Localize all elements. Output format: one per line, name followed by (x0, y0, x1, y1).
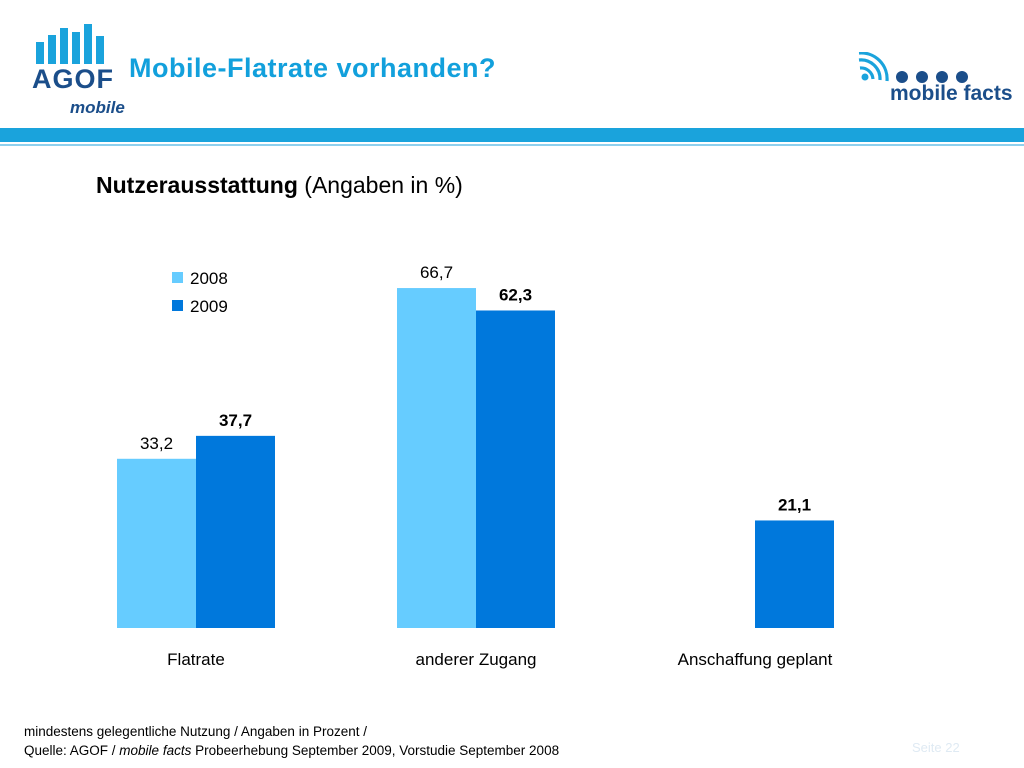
data-label-2009-1: 62,3 (499, 285, 532, 304)
bar-2008-0 (117, 458, 196, 628)
mobile-facts-text: mobile facts (890, 82, 1013, 105)
bar-2009-1 (476, 310, 555, 628)
category-label-2: Anschaffung geplant (678, 650, 833, 669)
legend-label-2008: 2008 (190, 269, 228, 288)
subtitle-bold: Nutzerausstattung (96, 172, 298, 198)
mobile-facts-logo: mobile facts (856, 52, 1016, 108)
data-label-2009-0: 37,7 (219, 411, 252, 430)
category-label-1: anderer Zugang (416, 650, 537, 669)
footer-source-italic: mobile facts (119, 743, 192, 758)
page-number: Seite 22 (912, 740, 960, 755)
bar-2008-1 (397, 288, 476, 628)
page-title: Mobile-Flatrate vorhanden? (129, 53, 497, 83)
legend-swatch-2008 (172, 272, 183, 283)
footer-source-prefix: Quelle: AGOF / (24, 743, 120, 758)
footer-line-1: mindestens gelegentliche Nutzung / Angab… (24, 724, 367, 739)
footer-source-suffix: Probeerhebung September 2009, Vorstudie … (191, 743, 560, 758)
agof-mobile-logo: AGOF mobile (30, 22, 125, 118)
agof-bars-icon (36, 24, 104, 64)
data-label-2009-2: 21,1 (778, 495, 811, 514)
header-rule (0, 128, 1024, 142)
footer-line-2: Quelle: AGOF / mobile facts Probeerhebun… (24, 741, 559, 760)
signal-waves-icon (858, 52, 889, 82)
legend-swatch-2009 (172, 300, 183, 311)
dots-icon (896, 71, 968, 83)
chart-subtitle: Nutzerausstattung (Angaben in %) (96, 172, 463, 199)
agof-logo-word: AGOF (32, 64, 114, 94)
data-label-2008-0: 33,2 (140, 434, 173, 453)
footer-note: mindestens gelegentliche Nutzung / Angab… (24, 722, 559, 760)
subtitle-rest: (Angaben in %) (297, 172, 463, 198)
bar-2009-0 (196, 435, 275, 628)
bar-2009-2 (755, 520, 834, 628)
category-label-0: Flatrate (167, 650, 225, 669)
header-rule-thin (0, 144, 1024, 146)
data-label-2008-1: 66,7 (420, 263, 453, 282)
agof-logo-sub: mobile (70, 98, 125, 117)
legend-label-2009: 2009 (190, 297, 228, 316)
